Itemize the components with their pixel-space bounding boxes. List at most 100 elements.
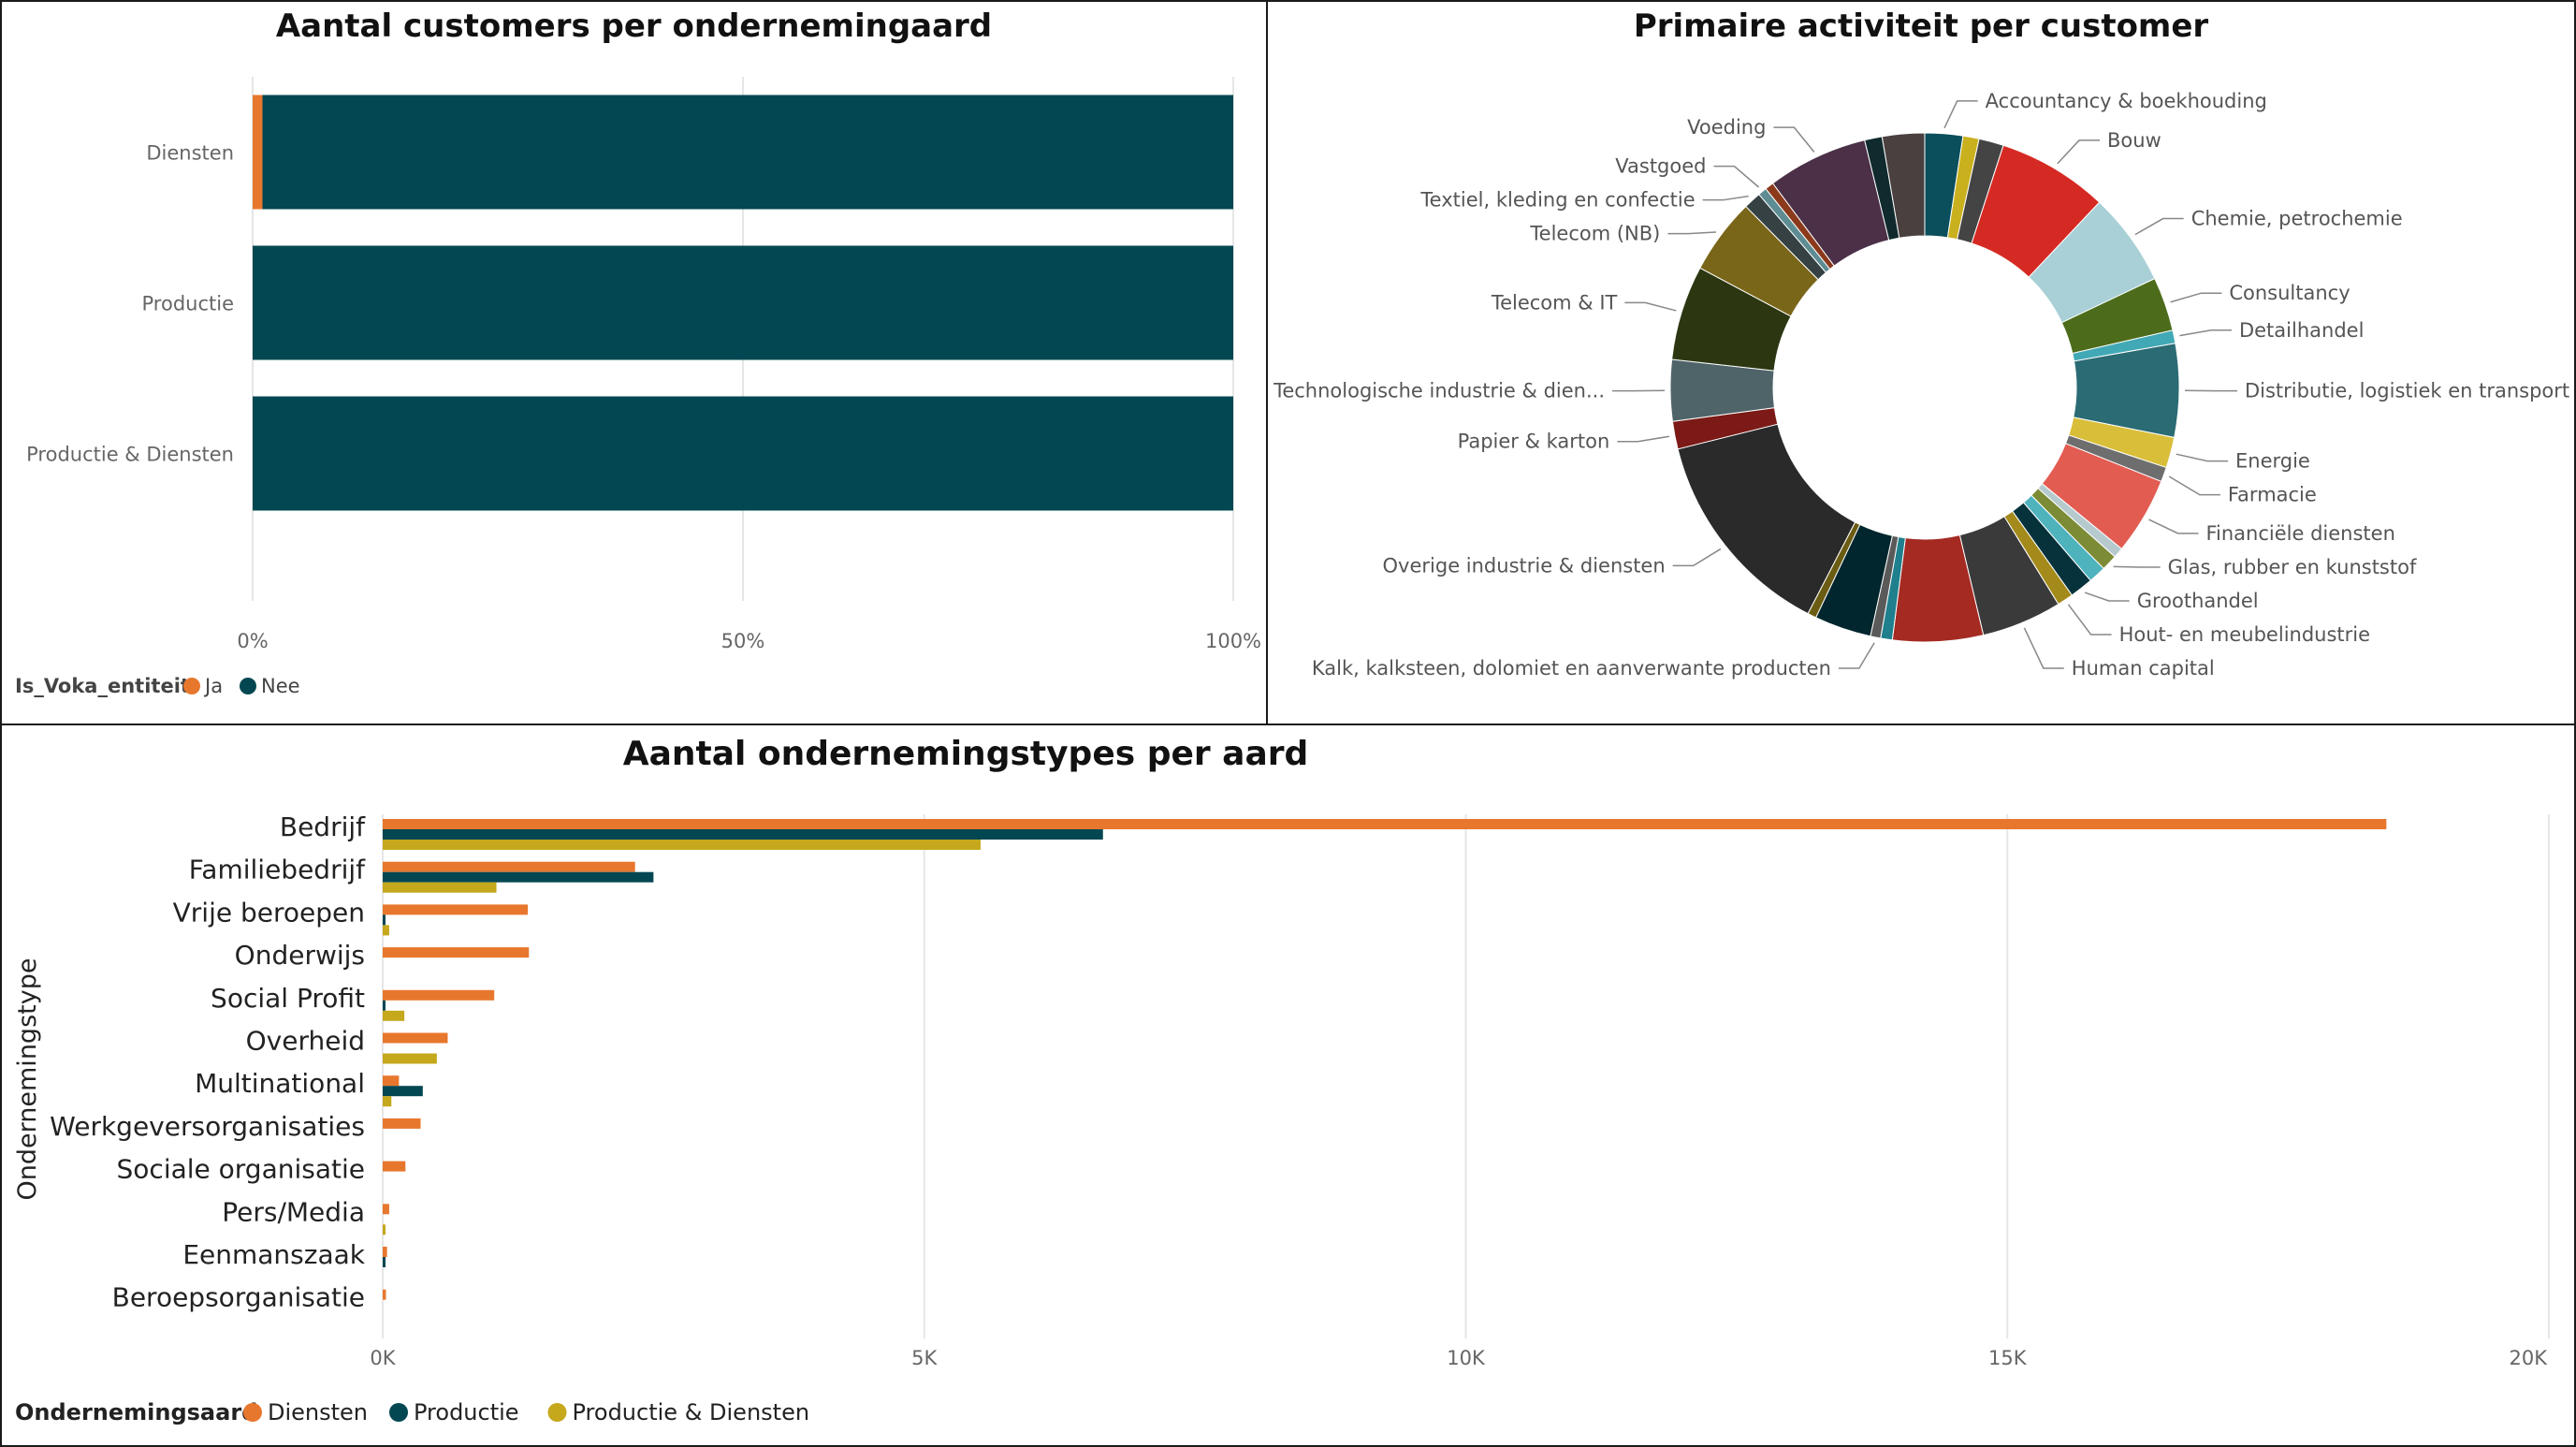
bar[interactable]: [383, 871, 654, 883]
leader-line: [1713, 165, 1760, 188]
bar[interactable]: [383, 1010, 405, 1021]
slice-label: Technologische industrie & dien...: [1273, 380, 1605, 402]
legend-marker: [547, 1403, 567, 1422]
x-tick-label: 0K: [370, 1347, 396, 1369]
bar[interactable]: [383, 1257, 386, 1267]
bar[interactable]: [383, 1053, 437, 1064]
y-axis-title: Ondernemingstype: [13, 958, 42, 1201]
slice-label: Telecom & IT: [1491, 291, 1618, 314]
slice-label: Kalk, kalksteen, dolomiet en aanverwante…: [1312, 657, 1831, 680]
bar[interactable]: [383, 1000, 386, 1011]
bar[interactable]: [383, 829, 1103, 840]
x-tick-label: 15K: [1988, 1347, 2028, 1369]
bar[interactable]: [383, 1075, 400, 1087]
bar-segment[interactable]: [262, 95, 1234, 210]
leader-line: [1773, 126, 1815, 153]
y-tick-label: Overheid: [246, 1026, 365, 1057]
bar[interactable]: [383, 1118, 421, 1129]
y-tick-label: Multinational: [195, 1068, 365, 1099]
bar[interactable]: [383, 1289, 386, 1300]
bar[interactable]: [383, 1032, 448, 1044]
x-tick-label: 10K: [1447, 1347, 1486, 1369]
bar[interactable]: [383, 1096, 392, 1107]
bar[interactable]: [383, 1224, 386, 1235]
leader-line: [1617, 435, 1670, 443]
slice-label: Groothandel: [2137, 590, 2259, 612]
panel-title: Aantal customers per ondernemingaard: [275, 7, 993, 45]
leader-line: [1672, 548, 1722, 567]
leader-line: [1667, 231, 1717, 235]
bar[interactable]: [383, 882, 497, 893]
legend-title: Is_Voka_entiteit: [15, 675, 190, 697]
leader-line: [1702, 195, 1749, 201]
bar[interactable]: [383, 1086, 423, 1097]
bar[interactable]: [383, 819, 2387, 829]
bar-segment[interactable]: [253, 396, 1233, 511]
legend-item-label[interactable]: Nee: [261, 675, 300, 697]
slice-label: Vastgoed: [1615, 155, 1706, 178]
slice-label: Voeding: [1687, 116, 1766, 139]
legend-marker: [183, 678, 200, 694]
y-tick-label: Werkgeversorganisaties: [50, 1111, 365, 1142]
x-tick-label: 0%: [237, 630, 268, 652]
y-tick-label: Sociale organisatie: [117, 1154, 365, 1185]
legend-marker: [389, 1403, 408, 1422]
stacked-bar-chart: 0% 50% 100% Diensten Productie Productie & Di…: [15, 77, 1261, 697]
leader-line: [2168, 475, 2220, 496]
bar[interactable]: [383, 1161, 406, 1172]
leader-line: [2057, 139, 2101, 165]
slice-label: Chemie, petrochemie: [2191, 208, 2403, 230]
bar[interactable]: [383, 1247, 387, 1257]
donut-slice[interactable]: [1881, 132, 1926, 239]
legend-item-label[interactable]: Ja: [203, 675, 223, 697]
clustered-bar-chart: 0K 5K 10K 15K 20K Bedrijf Familiebedrijf Vrije …: [13, 811, 2550, 1425]
bar[interactable]: [383, 989, 495, 1001]
slice-label: Energie: [2235, 450, 2310, 473]
leader-line: [2176, 453, 2229, 462]
leader-line: [2067, 604, 2112, 636]
bar[interactable]: [383, 947, 530, 958]
legend-marker: [243, 1403, 262, 1422]
y-tick-label: Beroepsorganisatie: [112, 1282, 365, 1313]
y-tick-label: Familiebedrijf: [189, 855, 366, 885]
panel-title: Primaire activiteit per customer: [1633, 7, 2209, 45]
legend-title: Ondernemingsaard: [15, 1399, 257, 1425]
ondernemingstypes-panel: Aantal ondernemingstypes per aard 0K 5K 10…: [0, 724, 2576, 1447]
leader-line: [2148, 519, 2199, 534]
legend-item-label[interactable]: Diensten: [268, 1399, 368, 1425]
bar[interactable]: [383, 925, 389, 936]
x-tick-label: 50%: [721, 630, 765, 652]
y-tick-label: Vrije beroepen: [173, 897, 365, 928]
bar[interactable]: [383, 840, 981, 850]
x-tick-label: 5K: [911, 1347, 938, 1369]
slice-label: Telecom (NB): [1529, 223, 1660, 245]
slice-label: Bouw: [2107, 129, 2161, 152]
donut-chart: Accountancy & boekhouding Bouw Chemie, pet…: [1273, 90, 2569, 680]
panel-title: Aantal ondernemingstypes per aard: [622, 735, 1309, 773]
slice-label: Detailhandel: [2239, 319, 2364, 342]
bar[interactable]: [383, 861, 635, 872]
leader-line: [2113, 565, 2161, 568]
slice-label: Human capital: [2072, 657, 2215, 680]
legend-item-label[interactable]: Productie & Diensten: [573, 1399, 810, 1425]
bar-segment[interactable]: [253, 95, 263, 210]
slice-label: Papier & karton: [1458, 431, 1610, 453]
slice-label: Distributie, logistiek en transport: [2245, 380, 2569, 402]
leader-line: [2179, 329, 2232, 337]
customers-per-aard-panel: Aantal customers per ondernemingaard 0% 5…: [0, 0, 1268, 725]
bar[interactable]: [383, 914, 386, 926]
slice-label: Accountancy & boekhouding: [1986, 90, 2267, 112]
bar[interactable]: [383, 1204, 389, 1215]
bar-segment[interactable]: [253, 245, 1233, 360]
y-tick-label: Social Profit: [211, 983, 365, 1014]
bar[interactable]: [383, 904, 529, 915]
y-tick-label: Pers/Media: [222, 1196, 365, 1227]
legend-item-label[interactable]: Productie: [414, 1399, 519, 1425]
x-tick-label: 100%: [1205, 630, 1261, 652]
leader-line: [2084, 592, 2130, 602]
slice-label: Overige industrie & diensten: [1383, 554, 1666, 577]
y-tick-label: Bedrijf: [280, 811, 366, 842]
slice-label: Farmacie: [2228, 484, 2317, 506]
slice-label: Textiel, kleding en confectie: [1419, 189, 1695, 212]
primaire-activiteit-panel: Primaire activiteit per customer Account…: [1266, 0, 2576, 725]
